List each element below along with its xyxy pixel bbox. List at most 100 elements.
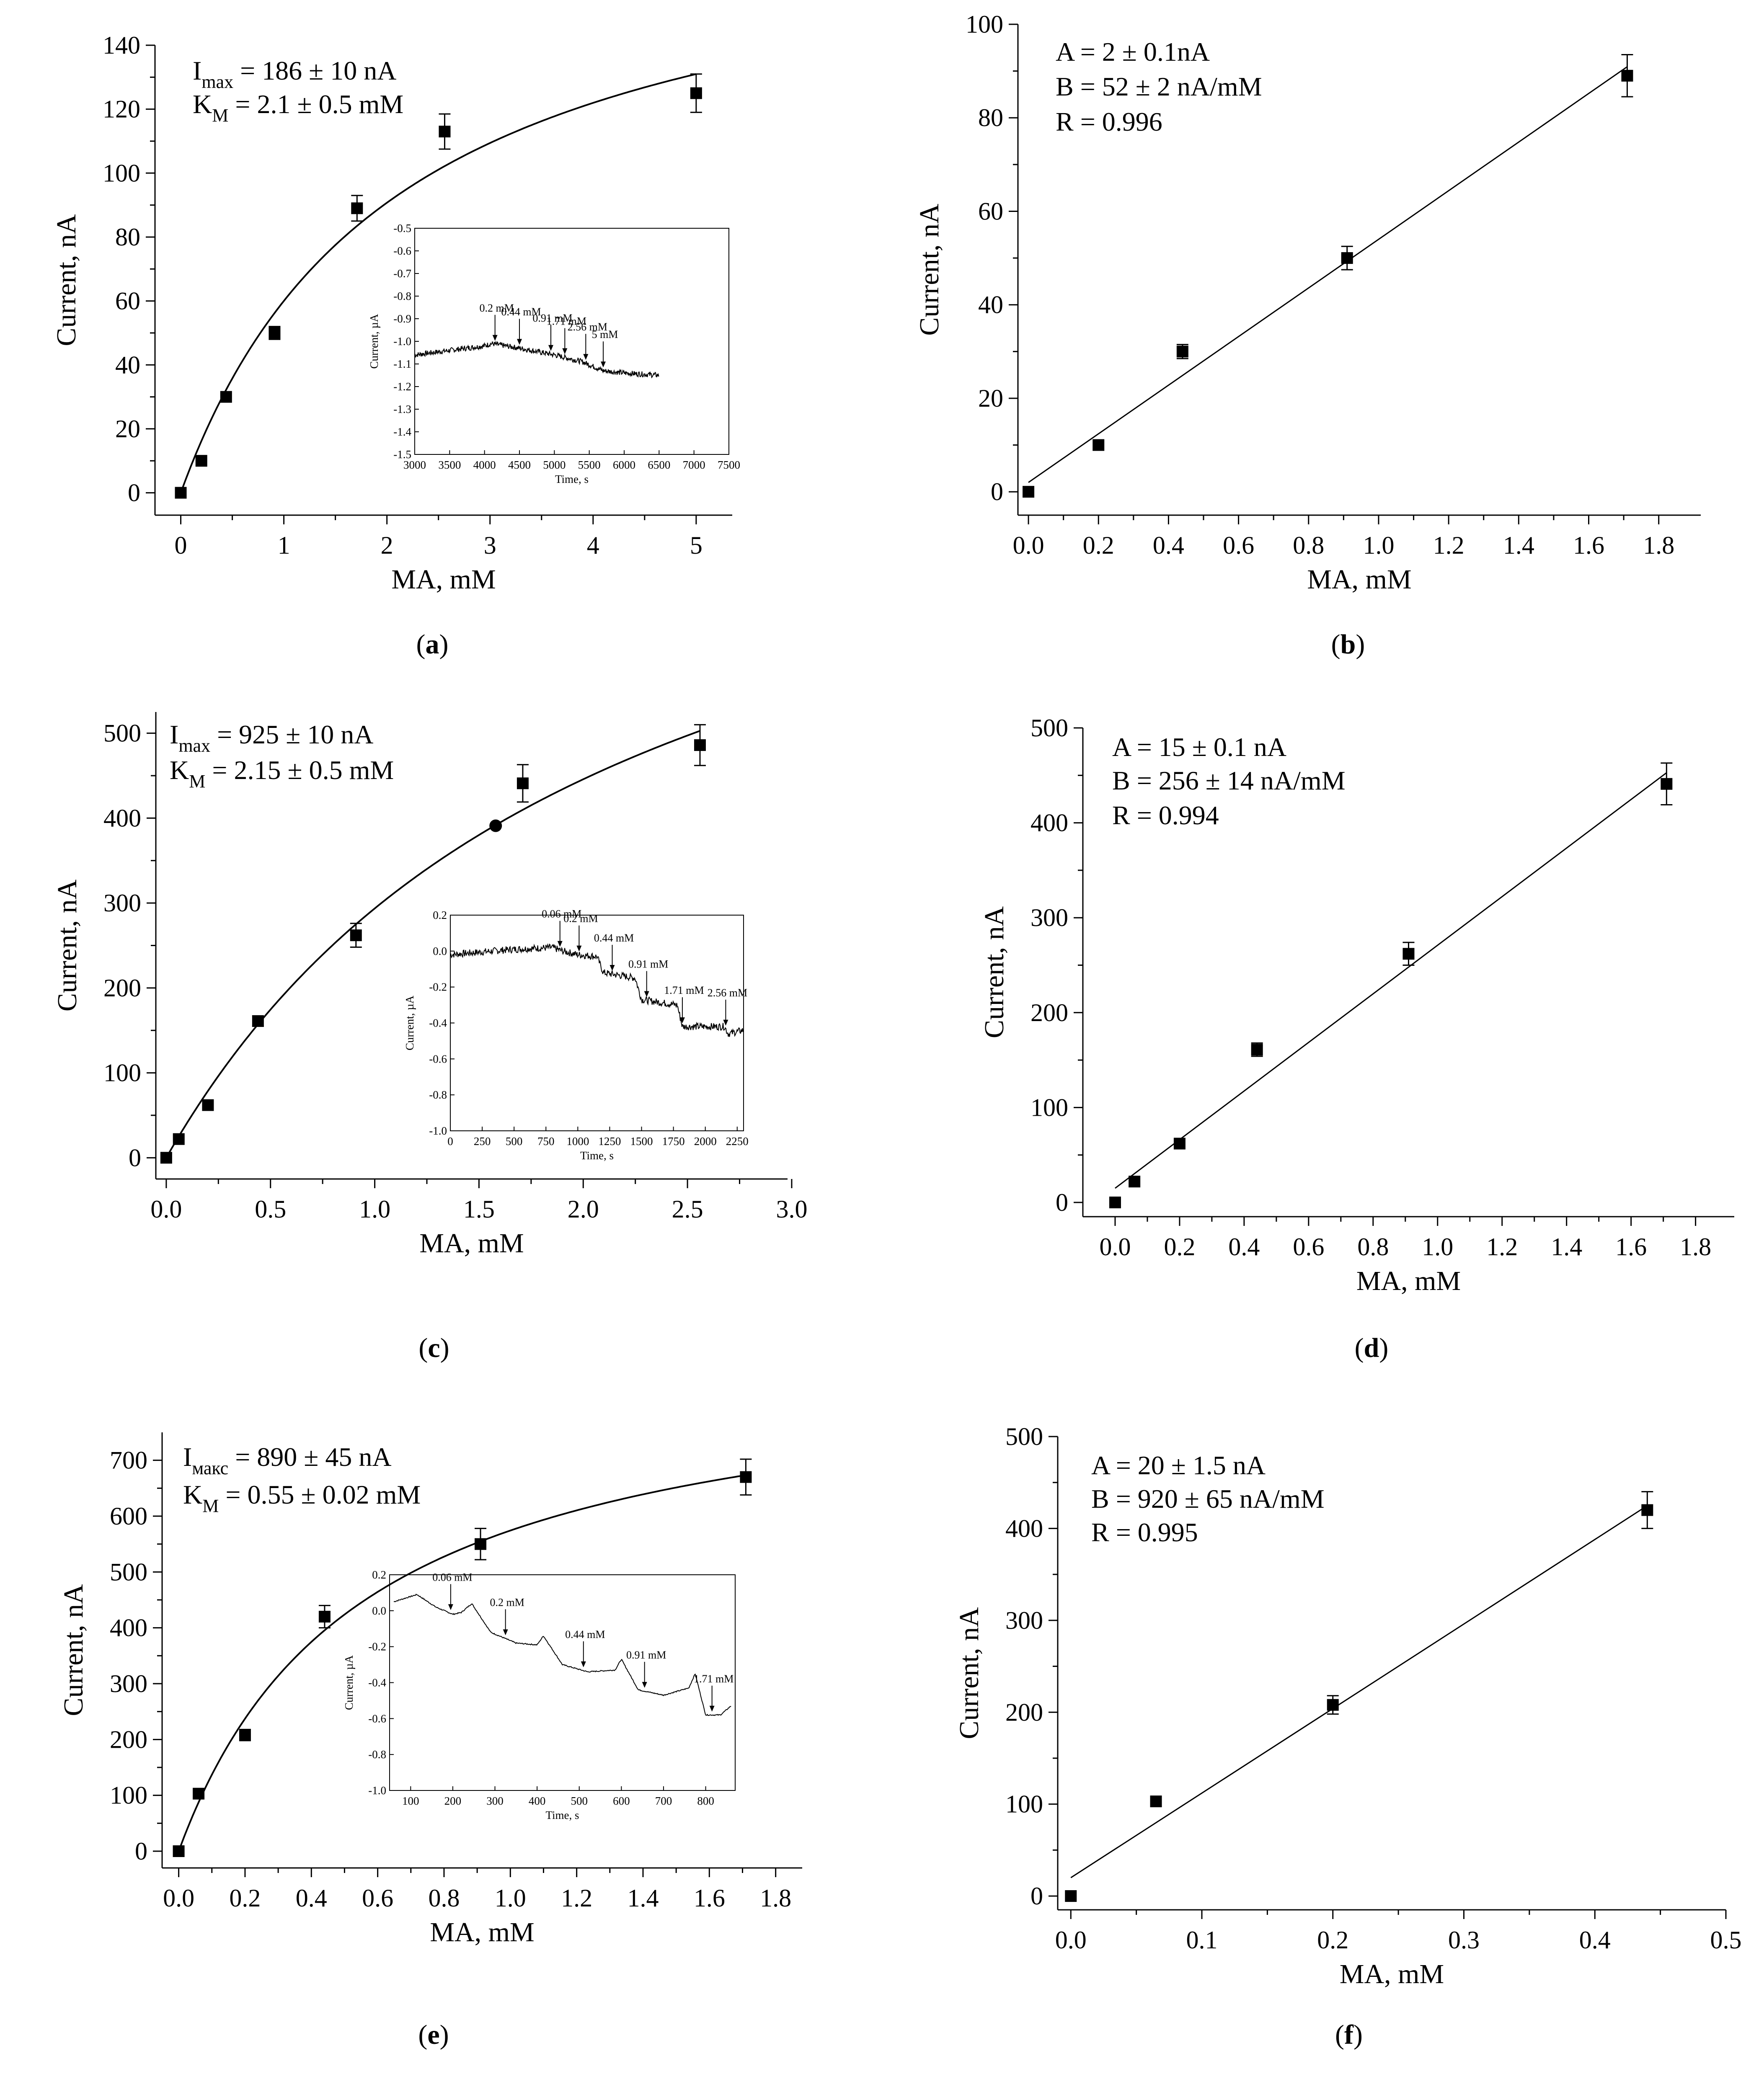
inset-x-tick-label: 1000 [566,1135,589,1148]
y-tick-label: 0 [1056,1189,1068,1216]
annotation-line: B = 920 ± 65 nA/mM [1091,1484,1325,1514]
data-point [173,1133,185,1145]
data-point [1092,439,1105,451]
inset-arrowhead [492,335,498,341]
annotation-base: B = 256 ± 14 nA/mM [1112,766,1346,795]
inset-y-tick-label: -1.1 [393,358,411,370]
data-point [1341,252,1353,264]
x-tick-label: 0.0 [163,1884,194,1912]
x-tick-label: 0.2 [1083,531,1114,559]
annotation-rest: = 925 ± 10 nA [210,720,373,749]
inset-marker-label: 0.2 mM [479,302,514,314]
x-tick-label: 0.4 [296,1884,327,1912]
x-tick-label: 0.3 [1448,1926,1480,1954]
fit-line [1028,66,1628,483]
annotation-subscript: M [189,771,205,792]
data-point [351,202,363,214]
inset-y-tick-label: 0.0 [433,945,447,957]
inset-arrowhead [517,339,522,345]
y-tick-label: 200 [103,974,141,1002]
annotation-subscript: M [202,1496,219,1516]
y-tick-label: 60 [978,197,1003,225]
x-tick-label: 0.0 [1013,531,1044,559]
data-point [202,1099,214,1111]
y-tick-label: 300 [1005,1607,1043,1634]
x-tick-label: 0.0 [150,1195,182,1223]
annotation-base: I [183,1442,192,1472]
inset-x-tick-label: 500 [571,1795,588,1807]
panel-caption-letter: e [427,2020,439,2050]
data-point [1621,70,1633,82]
y-tick-label: 200 [1031,999,1068,1027]
x-tick-label: 0.8 [1357,1233,1389,1261]
inset-x-tick-label: 250 [474,1135,491,1148]
x-tick-label: 1.2 [1433,531,1464,559]
inset-arrowhead [576,945,582,952]
fit-line [1115,772,1667,1189]
data-point [439,126,451,138]
y-tick-label: 400 [103,804,141,832]
inset-y-tick-label: -1.2 [393,380,411,393]
y-axis-title: Current, nA [954,1607,984,1739]
inset-marker-label: 0.2 mM [563,913,598,925]
annotation-subscript: M [212,105,228,126]
x-axis-title: MA, mM [1340,1959,1444,1989]
data-point [318,1611,331,1623]
x-tick-label: 0.6 [362,1884,393,1912]
inset-arrowhead [581,1661,586,1667]
chart-panel-d: 0.0 0.2 0.4 0.6 0.8 1.0 1.2 1.4 1.6 1.8 0 100 200 300… [979,714,1734,1363]
annotation-subscript: макс [192,1458,228,1478]
data-point [740,1471,752,1483]
chart-panel-a: 0 1 2 3 4 5 0 20 40 60 80 100 120 140 MA, mM Current, n… [51,31,740,660]
inset-y-tick-label: -0.4 [368,1677,386,1689]
annotation-base: B = 52 ± 2 nA/mM [1056,72,1262,101]
inset-arrowhead [557,941,563,947]
data-point [690,87,702,99]
inset-x-tick-label: 800 [697,1795,714,1807]
x-tick-label: 1.6 [694,1884,725,1912]
inset-arrowhead [583,354,589,360]
x-tick-label: 3.0 [776,1195,807,1223]
annotation-base: A = 15 ± 0.1 nA [1112,732,1286,762]
inset-x-tick-label: 3500 [438,459,461,471]
y-tick-label: 500 [1031,714,1068,742]
inset-y-tick-label: -0.8 [368,1748,386,1761]
inset-marker-label: 1.71 mM [664,984,704,996]
x-tick-label: 0.4 [1579,1926,1611,1954]
inset-x-tick-label: 7500 [718,459,740,471]
x-tick-label: 2.0 [568,1195,599,1223]
y-tick-label: 20 [978,384,1003,412]
inset-y-tick-label: 0.0 [372,1605,386,1617]
x-tick-label: 4 [587,531,599,559]
inset-x-tick-label: 700 [655,1795,672,1807]
y-tick-label: 100 [1031,1094,1068,1121]
x-tick-label: 1.0 [1422,1233,1453,1261]
inset-chart: 100 200 300 400 500 600 700 800 -1.0 -0.8 -0.6 -0.4… [343,1568,736,1821]
inset-y-tick-label: -0.4 [429,1017,447,1029]
inset-chart: 3000 3500 4000 4500 5000 5500 6000 6500 7000 7500… [368,222,740,485]
inset-y-tick-label: -0.2 [368,1641,386,1653]
x-tick-label: 0 [175,531,187,559]
inset-arrowhead [548,345,553,351]
inset-x-tick-label: 1250 [598,1135,621,1148]
inset-y-tick-label: -0.6 [368,1712,386,1725]
data-point [252,1015,264,1027]
inset-trace [414,341,659,379]
inset-x-tick-label: 2250 [726,1135,749,1148]
y-tick-label: 60 [115,287,140,315]
data-point [1129,1176,1141,1188]
data-point [475,1538,487,1550]
inset-y-tick-label: 0.2 [372,1568,386,1581]
annotation-base: K [193,89,212,119]
x-tick-label: 1 [278,531,290,559]
x-tick-label: 0.4 [1228,1233,1260,1261]
inset-y-tick-label: -1.5 [393,448,411,461]
inset-marker-label: 0.44 mM [501,306,541,318]
inset-arrowhead [610,965,615,971]
data-point [269,327,281,339]
annotation-base: K [183,1480,202,1509]
x-tick-label: 0.0 [1099,1233,1131,1261]
x-tick-label: 3 [484,531,496,559]
annotation-line: B = 52 ± 2 nA/mM [1056,72,1262,101]
x-tick-label: 1.2 [1486,1233,1518,1261]
